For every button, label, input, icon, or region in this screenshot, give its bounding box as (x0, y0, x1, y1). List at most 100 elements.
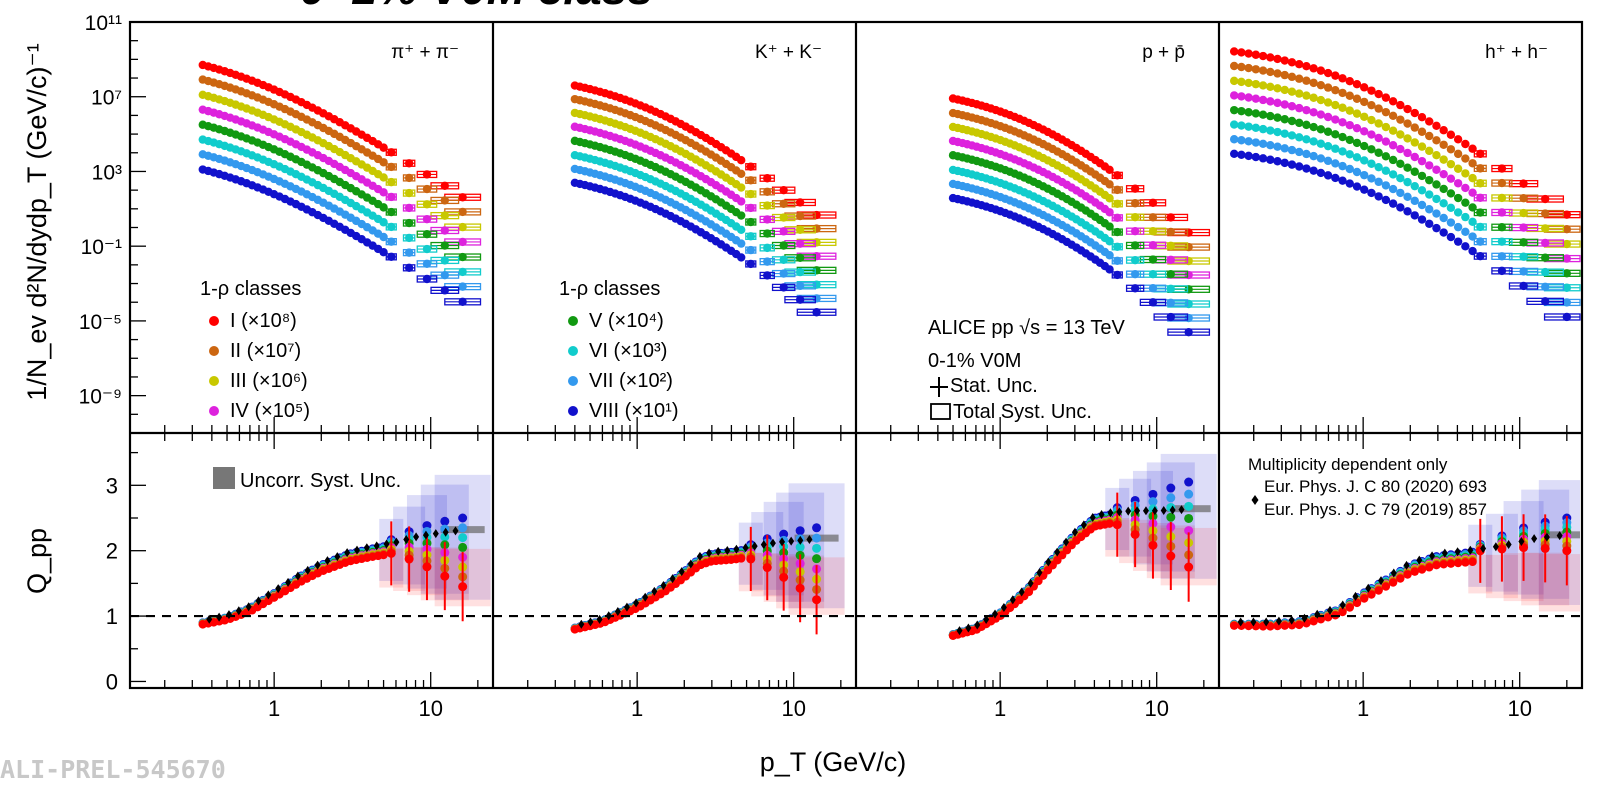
qpp-reference-marker (660, 581, 667, 591)
spectrum-point (737, 156, 746, 165)
qpp-reference-marker (1151, 506, 1158, 516)
spectrum-point (1446, 130, 1456, 139)
qpp-point (1184, 513, 1194, 523)
qpp-reference-marker (1009, 595, 1016, 605)
spectrum-point (1396, 144, 1405, 154)
spectrum-point (737, 253, 746, 262)
spectrum-point (1130, 255, 1140, 265)
spectrum-point (1388, 170, 1398, 179)
spectrum-point (1287, 131, 1297, 140)
spectrum-point (1251, 50, 1261, 59)
spectrum-point (1338, 176, 1347, 185)
spectrum-point (1294, 59, 1304, 69)
qpp-reference-marker (678, 567, 685, 577)
legend-marker (568, 406, 578, 416)
spectrum-point (1166, 227, 1176, 237)
spectrum-point (440, 256, 450, 265)
qpp-reference-marker (255, 596, 262, 606)
spectrum-point (1367, 159, 1376, 168)
y-tick-label-spectra: 10⁻¹ (81, 236, 122, 259)
spectrum-point (1229, 135, 1239, 144)
spectrum-point (1540, 282, 1550, 292)
spectrum-point (458, 252, 467, 262)
spectrum-point (1417, 186, 1427, 195)
reference-legend-ref2: Eur. Phys. J. C 79 (2019) 857 (1264, 500, 1487, 519)
qpp-point (1388, 578, 1398, 587)
qpp-point (1323, 613, 1333, 622)
spectrum-point (1519, 281, 1528, 291)
qpp-point (1112, 520, 1122, 530)
spectrum-point (458, 222, 467, 232)
spectrum-point (1184, 313, 1193, 323)
qpp-reference-marker (1275, 616, 1282, 626)
spectrum-point (1273, 113, 1282, 122)
spectrum-point (1468, 173, 1477, 183)
spectrum-point (1309, 151, 1318, 161)
spectrum-point (746, 189, 755, 199)
spectrum-point (763, 187, 772, 197)
spectrum-point (763, 271, 772, 280)
spectrum-point (1273, 54, 1282, 64)
spectrum-point (1345, 135, 1354, 145)
spectrum-point (1345, 120, 1354, 130)
qpp-point (1148, 497, 1158, 507)
spectrum-point (1237, 106, 1246, 116)
spectrum-point (1476, 251, 1485, 261)
spectrum-point (1287, 160, 1297, 169)
qpp-point (812, 554, 822, 564)
qpp-point (1166, 551, 1176, 561)
qpp-point (1184, 526, 1194, 536)
qpp-point (812, 533, 822, 543)
spectrum-point (1251, 109, 1261, 118)
legend-label: III (×10⁶) (230, 370, 308, 392)
spectrum-point (779, 241, 788, 250)
spectrum-point (1374, 133, 1383, 143)
spectrum-point (1273, 127, 1282, 137)
spectrum-point (1396, 159, 1405, 168)
qpp-reference-marker (642, 592, 649, 602)
qpp-reference-marker (1036, 568, 1043, 578)
y-tick-label-spectra: 10⁻⁹ (79, 386, 122, 409)
spectrum-point (1476, 179, 1485, 188)
spectrum-point (422, 184, 432, 194)
x-tick-label: 10 (1144, 696, 1168, 721)
spectrum-point (1403, 192, 1412, 202)
spectrum-point (1374, 192, 1383, 201)
data-layer (198, 47, 1581, 640)
qpp-reference-marker (1089, 512, 1096, 522)
spectrum-point (422, 244, 432, 254)
qpp-reference-marker (1142, 506, 1149, 516)
qpp-point (1367, 590, 1376, 599)
spectrum-point (1280, 144, 1289, 153)
spectrum-point (1266, 82, 1275, 92)
spectrum-point (1461, 183, 1470, 193)
spectrum-point (1403, 148, 1412, 158)
spectrum-point (1287, 145, 1297, 155)
spectrum-point (1360, 112, 1369, 121)
info-line-2: 0-1% V0M (928, 350, 1021, 372)
y-tick-label-qpp: 3 (106, 473, 118, 498)
spectrum-point (1294, 147, 1304, 157)
spectrum-point (1237, 136, 1246, 145)
qpp-reference-marker (742, 543, 749, 553)
qpp-reference-marker (1054, 547, 1061, 557)
legend-marker (209, 346, 219, 356)
y-tick-label-qpp: 2 (106, 539, 118, 564)
qpp-reference-marker (797, 535, 804, 545)
spectrum-point (1345, 77, 1354, 86)
syst-unc-symbol (930, 403, 951, 420)
spectrum-point (1266, 126, 1275, 135)
spectrum-point (737, 183, 746, 192)
spectrum-point (795, 225, 805, 235)
spectrum-point (1453, 222, 1463, 232)
qpp-point (1280, 621, 1289, 630)
spectrum-point (1432, 136, 1441, 145)
qpp-point (1439, 560, 1448, 569)
spectrum-point (1360, 156, 1369, 165)
spectrum-point (1497, 252, 1507, 261)
qpp-point (1166, 483, 1176, 493)
x-tick-label: 1 (1357, 696, 1369, 721)
spectrum-point (1316, 139, 1326, 148)
qpp-point (762, 563, 772, 573)
spectrum-point (1309, 108, 1318, 117)
